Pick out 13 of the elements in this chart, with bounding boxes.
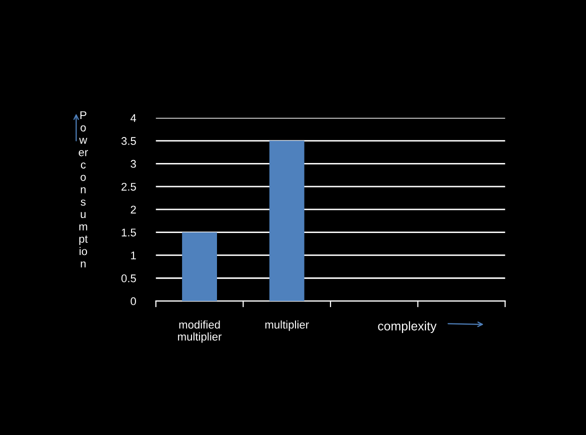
y-tick-label: 3.5 [121, 137, 136, 145]
y-tick-label: 2.5 [122, 182, 136, 191]
y-tick-label: 2 [130, 206, 136, 214]
y-tick-label: 3 [130, 160, 136, 168]
y-tick-label: 0 [130, 297, 136, 306]
y-tick-label: 4 [130, 114, 136, 122]
x-tick-label: modified multiplier [178, 320, 222, 343]
y-tick-label: 1 [131, 252, 136, 260]
x-axis-title: complexity [378, 321, 437, 333]
x-tick-label: multiplier [265, 320, 309, 331]
y-tick-label: 1.5 [122, 228, 136, 236]
text: Power consumption [78, 111, 88, 268]
y-tick-label: 0.5 [121, 274, 136, 282]
